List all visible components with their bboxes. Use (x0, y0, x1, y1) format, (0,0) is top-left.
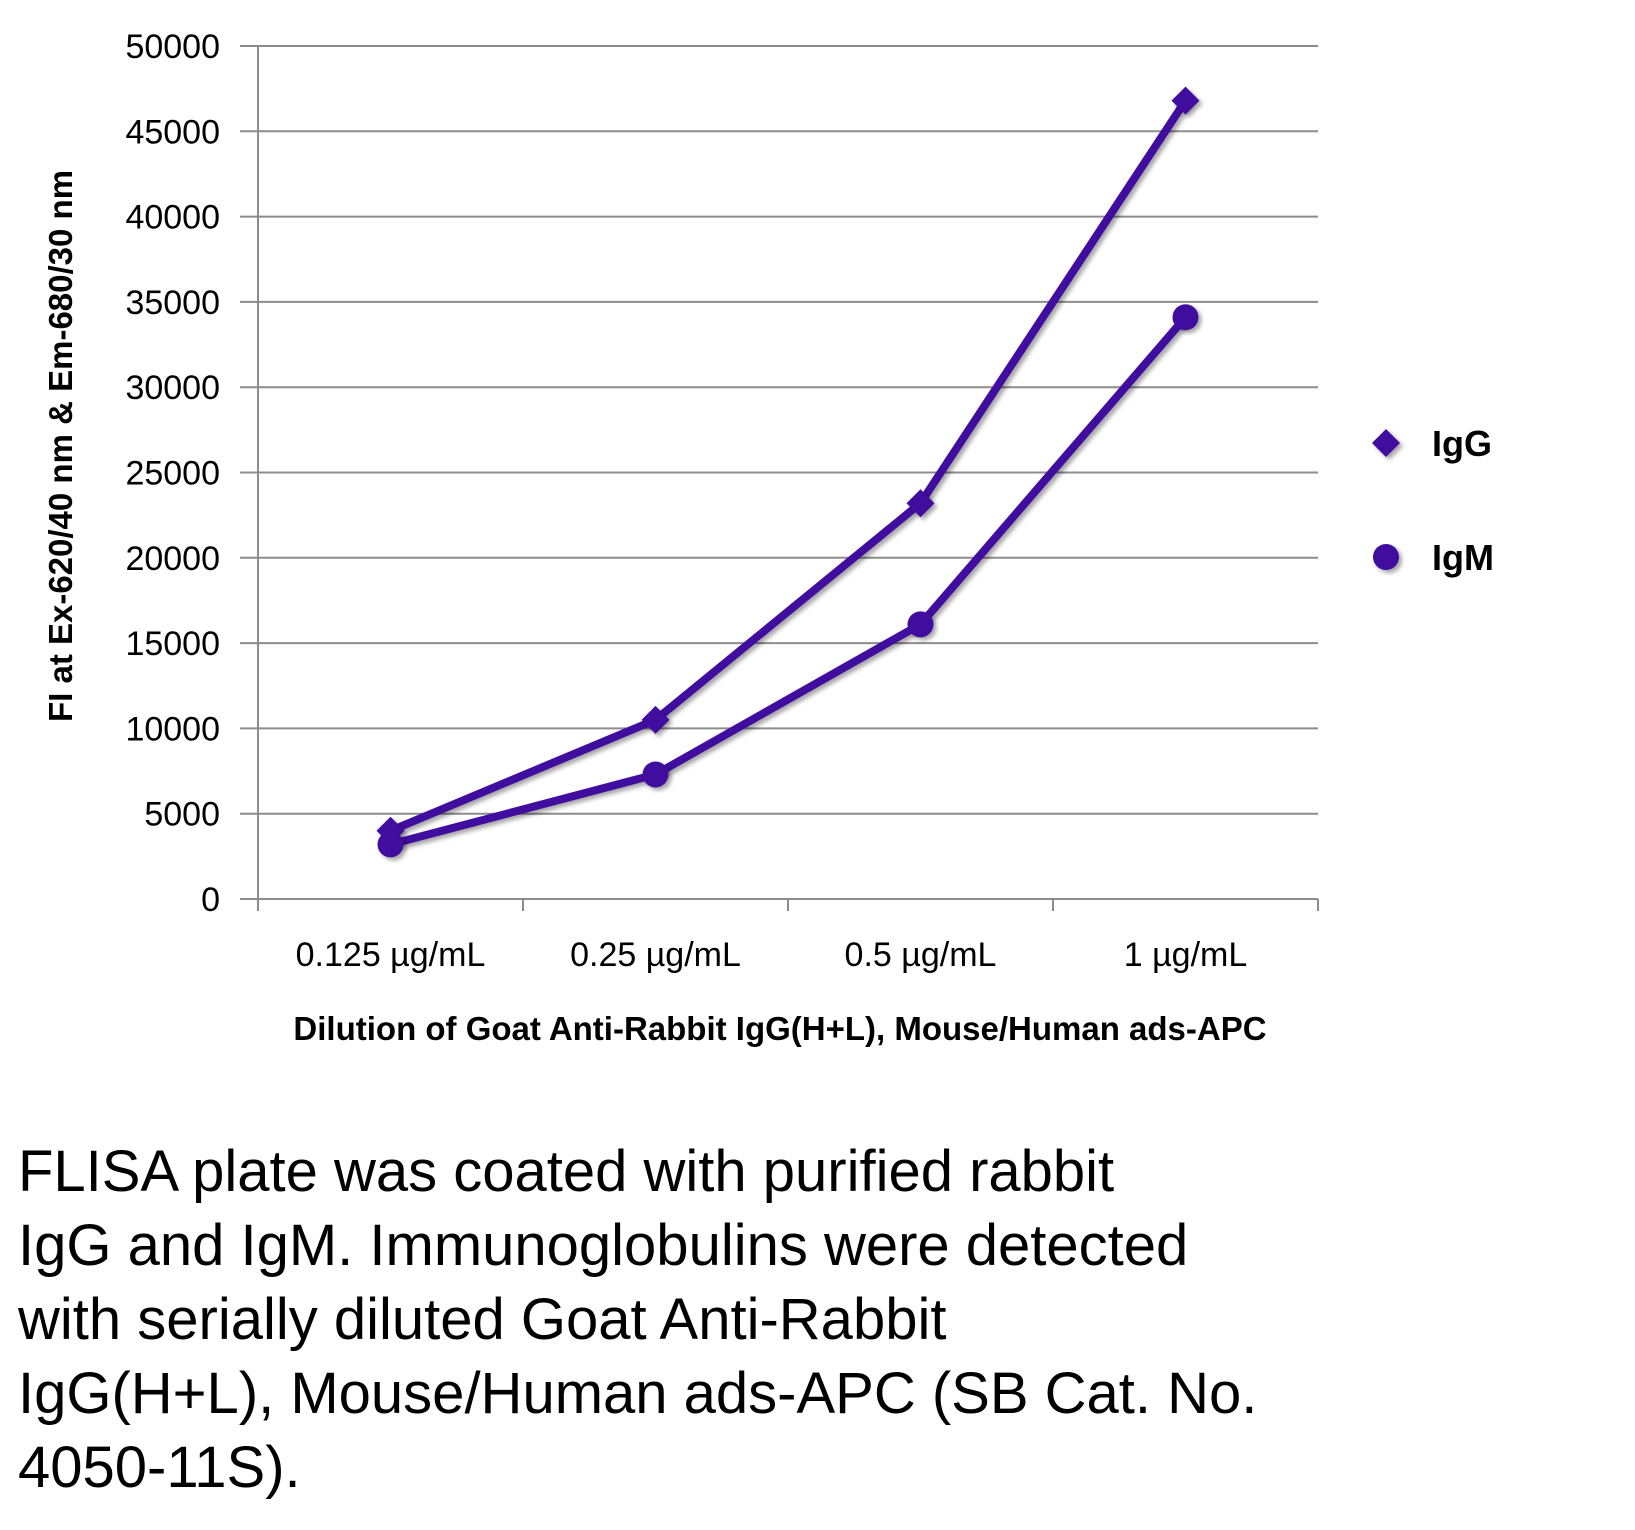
x-tick-label: 0.25 µg/mL (570, 936, 741, 974)
series-line (386, 313, 1190, 849)
y-tick-label: 10000 (125, 710, 220, 748)
line-chart: 0 5000 10000 15000 20000 25000 30000 35000 40000… (42, 28, 1494, 1047)
series-lines (376, 86, 1200, 858)
legend-item: IgM (1340, 537, 1494, 578)
y-tick-label: 40000 (125, 199, 220, 237)
legend-label: IgG (1432, 423, 1492, 464)
y-tick-label: 50000 (125, 28, 220, 66)
y-tick-labels: 0 5000 10000 15000 20000 25000 30000 35000 40000… (125, 28, 220, 919)
y-tick-label: 0 (201, 881, 220, 919)
series-IgM (377, 304, 1199, 858)
x-tick-labels: 0.125 µg/mL 0.25 µg/mL 0.5 µg/mL 1 µg/mL (296, 936, 1248, 974)
figure-caption: FLISA plate was coated with purified rab… (18, 1139, 1258, 1500)
data-point-circle (907, 611, 934, 638)
data-point-diamond (641, 705, 670, 734)
series-IgG (376, 86, 1200, 845)
y-tick-label: 20000 (125, 540, 220, 578)
data-point-circle (1172, 304, 1199, 331)
x-tick-label: 0.125 µg/mL (296, 936, 486, 974)
y-tick-label: 15000 (125, 625, 220, 663)
y-axis-title: FI at Ex-620/40 nm & Em-680/30 nm (42, 170, 79, 722)
legend-item: IgG (1340, 423, 1492, 464)
data-point-circle (377, 831, 404, 858)
y-tick-label: 25000 (125, 455, 220, 493)
x-tick-label: 1 µg/mL (1124, 936, 1248, 974)
gridlines (240, 45, 1318, 815)
data-point-circle (1373, 544, 1399, 570)
legend: IgG IgM (1340, 423, 1494, 578)
y-tick-label: 35000 (125, 284, 220, 322)
y-tick-label: 45000 (125, 113, 220, 151)
series-line (386, 96, 1190, 835)
data-point-diamond (1372, 429, 1400, 457)
x-tick-label: 0.5 µg/mL (845, 936, 997, 974)
x-axis-title: Dilution of Goat Anti-Rabbit IgG(H+L), M… (293, 1010, 1266, 1047)
data-point-diamond (906, 489, 935, 518)
axes (240, 46, 1319, 911)
legend-label: IgM (1432, 537, 1494, 578)
data-point-diamond (1171, 86, 1200, 115)
y-tick-label: 5000 (144, 796, 220, 834)
data-point-circle (642, 761, 669, 788)
y-tick-label: 30000 (125, 369, 220, 407)
